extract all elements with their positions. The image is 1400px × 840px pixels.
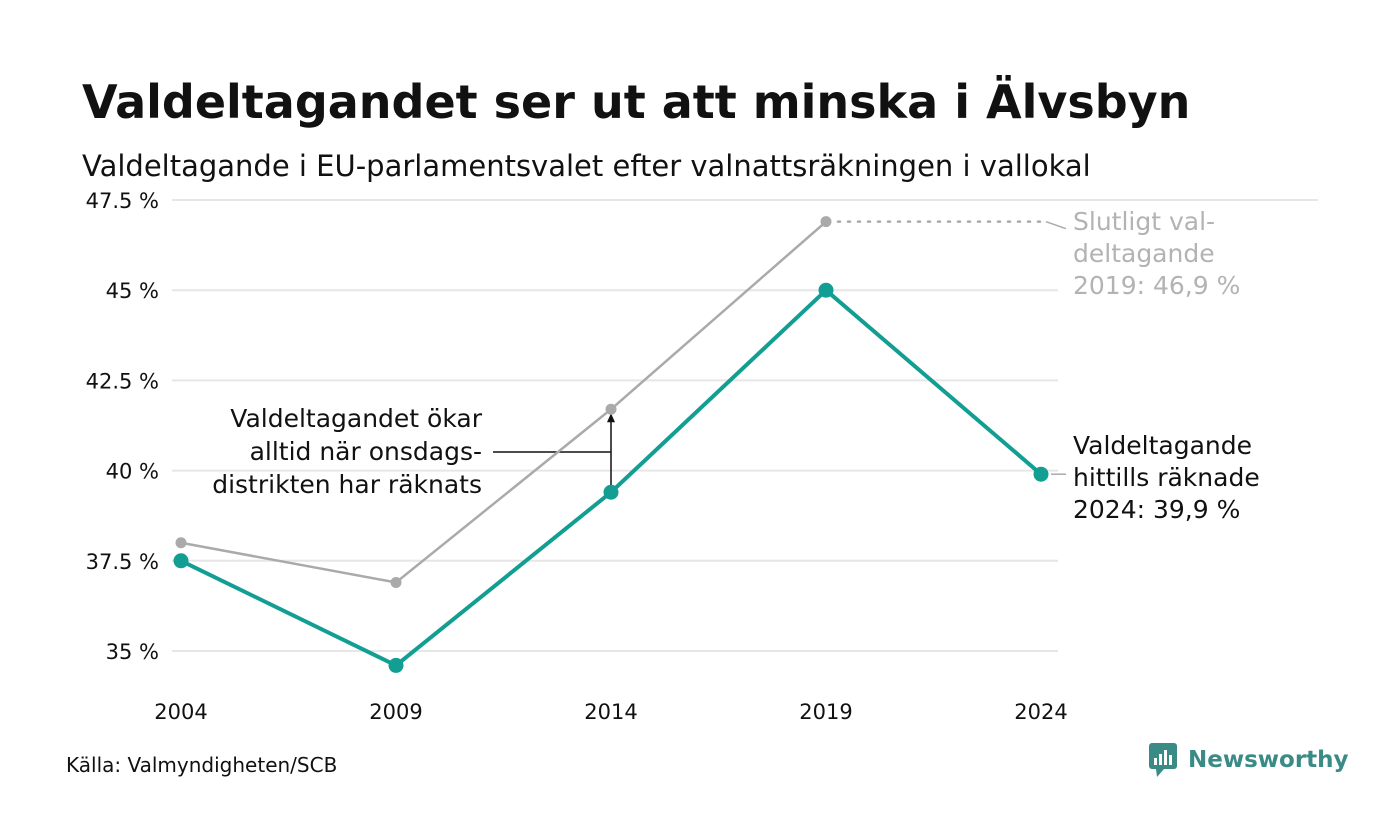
y-axis: 35 % 37.5 % 40 % 42.5 % 45 % 47.5 %	[86, 189, 159, 664]
brand-name: Newsworthy	[1188, 747, 1349, 773]
x-tick-label: 2009	[369, 700, 422, 724]
data-point-final	[175, 537, 187, 549]
final-label: 2019: 46,9 %	[1073, 271, 1240, 300]
data-point-final	[605, 403, 617, 415]
series-layer	[173, 216, 1049, 673]
final-label: Slutligt val-	[1073, 207, 1215, 236]
counted-label: 2024: 39,9 %	[1073, 495, 1240, 524]
counted-label: Valdeltagande	[1073, 431, 1252, 460]
y-tick-label: 47.5 %	[86, 189, 159, 213]
increase-arrow-head	[607, 413, 615, 423]
x-tick-label: 2014	[584, 700, 637, 724]
final-label: deltagande	[1073, 239, 1215, 268]
gridlines	[172, 199, 1318, 652]
data-point-counted	[818, 282, 834, 298]
x-axis: 2004 2009 2014 2019 2024	[154, 700, 1067, 724]
final-leader-tick	[1045, 220, 1067, 230]
x-tick-label: 2024	[1014, 700, 1067, 724]
newsworthy-logo-icon	[1149, 743, 1177, 777]
data-point-counted	[1033, 466, 1049, 482]
source-note: Källa: Valmyndigheten/SCB	[66, 753, 337, 777]
y-tick-label: 45 %	[106, 279, 159, 303]
series-line-final	[180, 220, 827, 584]
x-tick-label: 2004	[154, 700, 207, 724]
data-point-counted	[388, 657, 404, 673]
data-point-counted	[603, 484, 619, 500]
brand: Newsworthy	[1148, 742, 1349, 778]
y-tick-label: 37.5 %	[86, 550, 159, 574]
y-tick-label: 35 %	[106, 640, 159, 664]
counted-label: hittills räknade	[1073, 463, 1260, 492]
data-point-final	[390, 576, 402, 588]
y-tick-label: 40 %	[106, 460, 159, 484]
data-point-counted	[173, 553, 189, 569]
x-tick-label: 2019	[799, 700, 852, 724]
data-point-final	[820, 216, 832, 228]
chart-subtitle: Valdeltagande i EU-parlamentsvalet efter…	[82, 149, 1091, 183]
annotations: Slutligt val-deltagande 2019: 46,9 % Valde…	[212, 207, 1259, 524]
chart-title: Valdeltagandet ser ut att minska i Älvsb…	[82, 75, 1190, 129]
increase-note-text: alltid när onsdags-	[250, 437, 482, 466]
y-tick-label: 42.5 %	[86, 369, 159, 393]
increase-note-text: Valdeltagandet ökar	[230, 404, 482, 433]
increase-note-text: distrikten har räknats	[212, 470, 482, 499]
